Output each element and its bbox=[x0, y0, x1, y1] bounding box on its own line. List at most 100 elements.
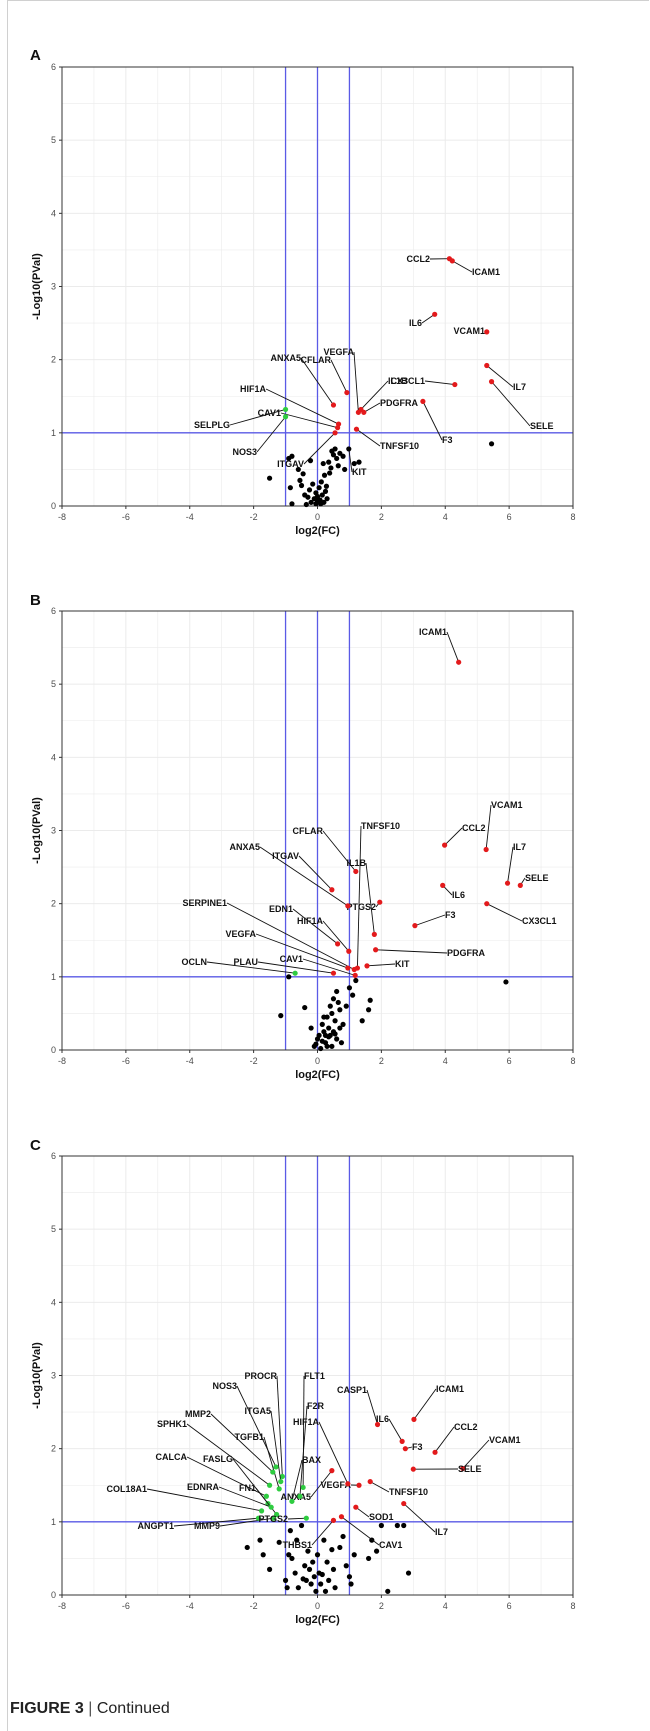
data-point bbox=[310, 481, 316, 487]
label-connector bbox=[486, 365, 514, 388]
data-point bbox=[346, 985, 353, 991]
data-point bbox=[488, 441, 495, 447]
data-point bbox=[503, 979, 509, 985]
gene-label-col18a1: COL18A1 bbox=[106, 1484, 147, 1494]
data-point bbox=[324, 1559, 330, 1565]
gene-label-itgav: ITGAV bbox=[277, 459, 304, 469]
gene-point-bax bbox=[289, 1498, 295, 1504]
data-point bbox=[337, 1007, 343, 1013]
x-tick-label: 0 bbox=[315, 1056, 320, 1066]
data-point bbox=[297, 477, 303, 483]
data-point bbox=[327, 1003, 333, 1009]
gene-point-edn1 bbox=[335, 941, 341, 947]
y-tick-label: 6 bbox=[51, 62, 56, 72]
gene-point-hif1a bbox=[345, 1481, 351, 1487]
data-point bbox=[334, 988, 340, 995]
gene-label-sele: SELE bbox=[525, 873, 549, 883]
data-point bbox=[334, 455, 340, 462]
gene-label-il7: IL7 bbox=[435, 1527, 448, 1537]
data-point bbox=[319, 1571, 325, 1578]
gene-point-sphk1 bbox=[266, 1482, 273, 1488]
figure-caption: FIGURE 3 | Continued bbox=[10, 1700, 170, 1718]
label-connector bbox=[330, 359, 348, 393]
gene-label-ednra: EDNRA bbox=[187, 1482, 220, 1492]
data-point bbox=[373, 1548, 380, 1554]
data-point bbox=[308, 499, 314, 505]
data-point bbox=[378, 1522, 384, 1529]
gene-point-nos3 bbox=[282, 414, 289, 420]
data-point bbox=[338, 1040, 345, 1046]
gene-label-f3: F3 bbox=[445, 910, 456, 920]
y-tick-label: 3 bbox=[51, 826, 56, 836]
data-point bbox=[313, 1041, 319, 1047]
gene-point-itgav bbox=[332, 430, 338, 436]
gene-point-ccl2 bbox=[432, 1449, 438, 1455]
data-point bbox=[353, 977, 359, 984]
data-point bbox=[308, 1025, 314, 1031]
gene-label-vegfa: VEGFA bbox=[323, 347, 354, 357]
label-connector bbox=[256, 416, 286, 453]
gene-point-ocln bbox=[292, 970, 298, 976]
data-point bbox=[300, 1576, 306, 1582]
gene-label-vegfa: VEGFA bbox=[320, 1480, 351, 1490]
label-connector bbox=[299, 1405, 308, 1497]
y-tick-label: 5 bbox=[51, 1224, 56, 1234]
caption-figure-number: FIGURE 3 bbox=[10, 1700, 84, 1717]
gene-label-icam1: ICAM1 bbox=[472, 267, 500, 277]
data-point bbox=[287, 485, 293, 491]
data-point bbox=[335, 463, 341, 469]
y-tick-label: 6 bbox=[51, 1151, 56, 1161]
data-point bbox=[350, 992, 356, 998]
gene-label-ptgs2: PTGS2 bbox=[346, 902, 376, 912]
gene-point-cflar bbox=[344, 389, 350, 396]
data-point bbox=[351, 1552, 357, 1558]
data-point bbox=[314, 493, 321, 500]
data-point bbox=[394, 1522, 400, 1529]
gene-point-calca bbox=[263, 1493, 269, 1499]
x-tick-label: 4 bbox=[443, 1601, 448, 1611]
gene-label-tnfsf10: TNFSF10 bbox=[361, 821, 400, 831]
gene-label-fn1: FN1 bbox=[239, 1483, 256, 1493]
gene-label-casp1: CASP1 bbox=[337, 1385, 367, 1395]
gene-label-anxa5: ANXA5 bbox=[270, 353, 301, 363]
gene-point-il7 bbox=[504, 880, 511, 886]
gene-label-sele: SELE bbox=[530, 421, 554, 431]
gene-point-f2r bbox=[297, 1493, 303, 1499]
data-point bbox=[343, 1003, 349, 1009]
label-connector bbox=[413, 1388, 437, 1420]
x-tick-label: -2 bbox=[250, 512, 258, 522]
data-point bbox=[346, 1574, 353, 1580]
gene-point-il6 bbox=[440, 882, 446, 888]
x-tick-label: 0 bbox=[315, 1601, 320, 1611]
data-point bbox=[318, 479, 324, 485]
data-point bbox=[329, 1547, 335, 1553]
x-tick-label: -6 bbox=[122, 512, 130, 522]
data-point bbox=[401, 1522, 407, 1529]
label-connector bbox=[218, 1486, 272, 1508]
y-tick-label: 1 bbox=[51, 1517, 56, 1527]
data-point bbox=[319, 1021, 325, 1027]
gene-point-il6 bbox=[432, 311, 438, 317]
gene-label-ccl2: CCL2 bbox=[406, 254, 430, 264]
x-tick-label: 2 bbox=[379, 1601, 384, 1611]
gene-label-cav1: CAV1 bbox=[280, 954, 303, 964]
data-point bbox=[351, 460, 357, 467]
data-point bbox=[356, 459, 362, 465]
label-connector bbox=[255, 933, 348, 969]
gene-point-sele bbox=[517, 882, 523, 888]
gene-point-il7 bbox=[484, 362, 490, 369]
label-connector bbox=[462, 1439, 490, 1469]
gene-label-mmp9: MMP9 bbox=[194, 1521, 220, 1531]
gene-point-anxa5 bbox=[345, 903, 351, 909]
data-point bbox=[289, 1555, 295, 1562]
gene-point-il1b bbox=[371, 931, 377, 937]
gene-point-vcam1 bbox=[483, 846, 489, 853]
gene-point-ptgs2 bbox=[303, 1515, 309, 1521]
x-tick-label: -2 bbox=[250, 1056, 258, 1066]
gene-point-vcam1 bbox=[460, 1465, 466, 1472]
gene-label-cx3cl1: CX3CL1 bbox=[522, 916, 557, 926]
gene-point-il6 bbox=[399, 1438, 405, 1444]
gene-label-tgfb1: TGFB1 bbox=[234, 1432, 264, 1442]
y-tick-label: 4 bbox=[51, 208, 56, 218]
data-point bbox=[292, 1570, 298, 1576]
